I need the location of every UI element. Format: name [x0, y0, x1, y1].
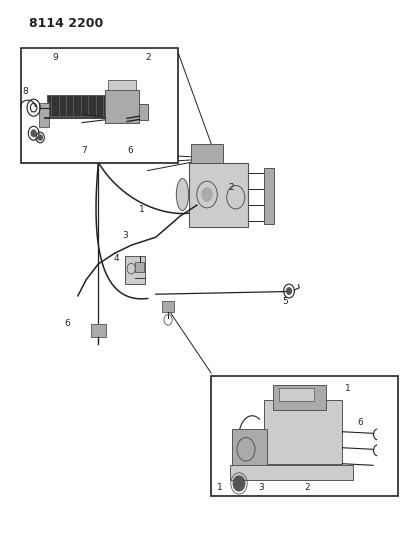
Bar — [231, 429, 266, 469]
Circle shape — [233, 476, 244, 491]
Bar — [125, 256, 144, 284]
Text: 9: 9 — [52, 53, 58, 61]
Text: 6: 6 — [127, 147, 133, 155]
Text: 8: 8 — [22, 87, 28, 96]
Bar — [91, 324, 106, 337]
Text: 2: 2 — [228, 183, 234, 192]
Text: 2: 2 — [145, 53, 151, 61]
Bar — [190, 144, 223, 163]
Bar — [139, 104, 148, 120]
Text: 3: 3 — [258, 483, 264, 492]
Bar — [264, 400, 342, 464]
Text: 6: 6 — [356, 418, 362, 426]
Text: 1: 1 — [216, 483, 222, 492]
Bar — [263, 168, 273, 224]
Text: 5: 5 — [281, 297, 287, 305]
Text: 6: 6 — [65, 319, 70, 328]
Bar — [162, 301, 174, 312]
Circle shape — [240, 443, 250, 456]
Text: 3: 3 — [122, 231, 128, 240]
Text: 2: 2 — [303, 483, 309, 492]
Text: 8114 2200: 8114 2200 — [29, 17, 103, 30]
Bar — [104, 90, 139, 123]
Circle shape — [201, 188, 212, 201]
Ellipse shape — [176, 179, 188, 211]
Bar — [20, 48, 178, 163]
Bar — [188, 163, 247, 227]
Bar — [211, 376, 397, 496]
Circle shape — [38, 135, 42, 140]
Text: 1: 1 — [138, 205, 144, 214]
Bar — [39, 103, 49, 127]
Text: 4: 4 — [114, 254, 119, 263]
Text: 7: 7 — [81, 147, 87, 155]
Circle shape — [286, 288, 291, 294]
Bar — [47, 95, 110, 116]
Bar — [278, 388, 313, 401]
Text: 1: 1 — [344, 384, 350, 392]
Bar — [108, 80, 136, 90]
Circle shape — [230, 191, 240, 204]
Circle shape — [31, 130, 36, 136]
Bar — [272, 385, 325, 410]
Bar — [229, 465, 352, 480]
Bar — [135, 262, 144, 272]
